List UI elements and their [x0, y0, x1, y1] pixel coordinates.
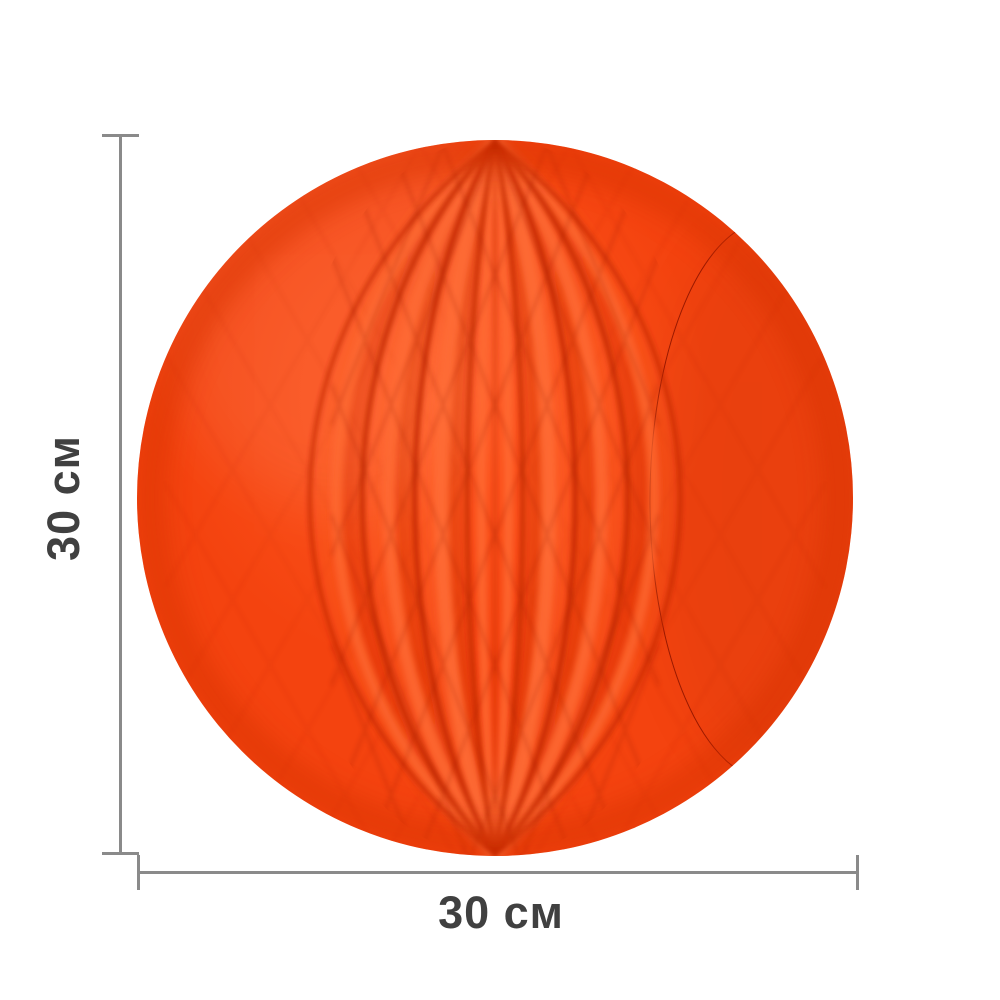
- width-dimension-label: 30 см: [438, 887, 564, 938]
- width-dimension-cap-left: [137, 855, 140, 890]
- height-dimension-cap-top: [102, 134, 139, 137]
- height-dimension-line: [119, 135, 122, 854]
- width-dimension-line: [138, 871, 858, 874]
- height-dimension-label: 30 см: [38, 435, 89, 561]
- width-dimension-cap-right: [856, 855, 859, 890]
- ball-vignette: [137, 140, 853, 856]
- height-dimension-cap-bottom: [102, 852, 139, 855]
